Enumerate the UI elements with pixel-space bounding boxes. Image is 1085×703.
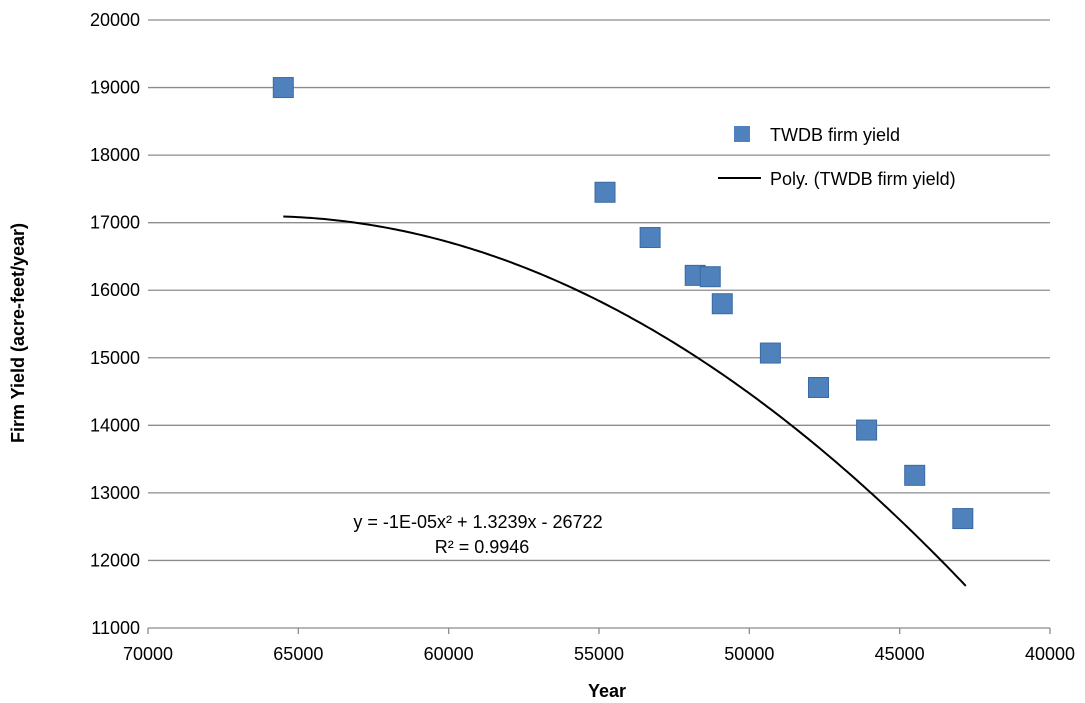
legend-label-twdb-firm-yield: TWDB firm yield — [770, 125, 900, 145]
y-tick-label: 15000 — [90, 348, 140, 368]
data-point — [594, 181, 616, 203]
y-tick-label: 12000 — [90, 550, 140, 570]
legend-marker-twdb-firm-yield — [734, 126, 750, 142]
y-tick-label: 16000 — [90, 280, 140, 300]
data-point — [639, 227, 661, 249]
y-axis-ticks: 11000 12000 13000 14000 15000 16000 17000 18000… — [90, 10, 140, 638]
x-axis-title: Year — [588, 681, 626, 701]
data-point — [952, 508, 974, 530]
x-tick-label: 60000 — [424, 644, 474, 664]
data-point — [272, 77, 294, 99]
x-tick-label: 45000 — [875, 644, 925, 664]
data-point — [699, 266, 721, 288]
y-tick-label: 13000 — [90, 483, 140, 503]
x-tick-label: 70000 — [123, 644, 173, 664]
y-tick-label: 19000 — [90, 78, 140, 98]
trendline-equation: y = -1E-05x² + 1.3239x - 26722 — [353, 512, 602, 532]
y-tick-label: 18000 — [90, 145, 140, 165]
trendline-group — [283, 215, 967, 587]
x-tick-label: 40000 — [1025, 644, 1075, 664]
y-axis-title: Firm Yield (acre-feet/year) — [8, 223, 28, 443]
y-tick-label: 17000 — [90, 213, 140, 233]
data-point — [904, 464, 926, 486]
data-point — [711, 293, 733, 315]
trendline-curve — [283, 215, 967, 587]
data-point — [856, 419, 878, 441]
trendline-r-squared: R² = 0.9946 — [435, 537, 530, 557]
data-point — [759, 342, 781, 364]
x-tick-label: 50000 — [724, 644, 774, 664]
x-axis-ticks: 70000 65000 60000 55000 50000 45000 40000 — [123, 628, 1075, 664]
x-tick-label: 55000 — [574, 644, 624, 664]
y-tick-label: 14000 — [90, 415, 140, 435]
grid-lines — [148, 19, 1050, 629]
legend-label-poly: Poly. (TWDB firm yield) — [770, 169, 956, 189]
data-point — [807, 377, 829, 399]
data-points — [272, 77, 974, 530]
y-tick-label: 11000 — [91, 618, 140, 638]
legend: TWDB firm yield Poly. (TWDB firm yield) — [718, 125, 956, 189]
y-tick-label: 20000 — [90, 10, 140, 30]
x-tick-label: 65000 — [273, 644, 323, 664]
